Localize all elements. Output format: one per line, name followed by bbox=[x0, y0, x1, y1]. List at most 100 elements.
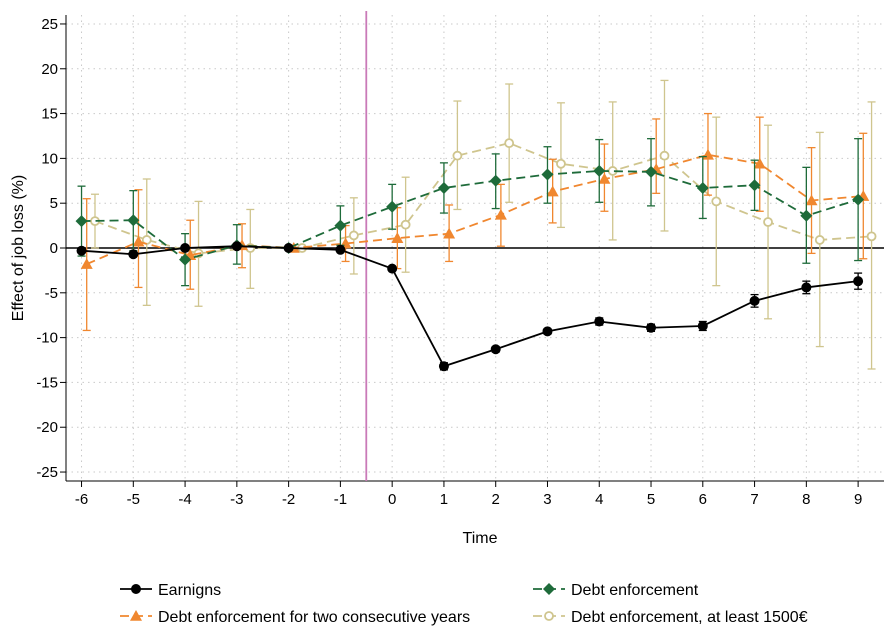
y-tick-label: -5 bbox=[45, 285, 58, 302]
grid-layer bbox=[66, 15, 884, 481]
legend-label: Debt enforcement bbox=[571, 582, 699, 599]
data-point bbox=[853, 276, 864, 287]
series-line bbox=[81, 245, 859, 368]
legend-marker bbox=[543, 583, 555, 595]
series-3 bbox=[90, 79, 877, 370]
data-point bbox=[852, 193, 865, 206]
data-point bbox=[645, 165, 658, 178]
y-tick-label: -25 bbox=[36, 464, 58, 481]
data-point bbox=[749, 295, 760, 306]
data-point bbox=[801, 282, 812, 293]
legend-label: Debt enforcement for two consecutive yea… bbox=[158, 609, 470, 626]
y-tick-label: 25 bbox=[41, 16, 58, 33]
series-0 bbox=[76, 241, 864, 372]
y-tick-label: 0 bbox=[50, 240, 58, 257]
data-point bbox=[659, 150, 670, 161]
y-tick-label: -20 bbox=[36, 419, 58, 436]
x-tick-label: -5 bbox=[127, 491, 140, 508]
data-point bbox=[696, 181, 709, 194]
series-layer bbox=[75, 79, 877, 372]
data-point bbox=[701, 148, 714, 160]
data-point bbox=[387, 263, 398, 274]
data-point bbox=[800, 209, 813, 222]
data-point bbox=[598, 172, 611, 184]
data-point bbox=[646, 322, 657, 333]
y-tick-label: 20 bbox=[41, 61, 58, 78]
x-tick-label: 0 bbox=[388, 491, 396, 508]
x-axis-title: Time bbox=[463, 530, 498, 547]
x-tick-label: 1 bbox=[440, 491, 448, 508]
legend-marker bbox=[131, 584, 141, 594]
data-point bbox=[283, 243, 294, 253]
data-point bbox=[80, 258, 93, 269]
data-point bbox=[438, 361, 449, 372]
data-point bbox=[452, 150, 463, 161]
x-tick-label: -4 bbox=[178, 491, 191, 508]
data-point bbox=[334, 219, 347, 232]
data-point bbox=[542, 326, 553, 337]
data-point bbox=[335, 244, 346, 255]
x-tick-label: 7 bbox=[750, 491, 758, 508]
data-point bbox=[348, 230, 359, 241]
x-axis: -6 -5 -4 -3 -2 -1 0 1 2 3 4 5 6 7 8 9 bbox=[66, 480, 884, 508]
data-point bbox=[180, 243, 191, 253]
y-tick-label: 10 bbox=[41, 150, 58, 167]
data-point bbox=[127, 214, 140, 227]
data-point bbox=[546, 185, 559, 197]
data-point bbox=[437, 181, 450, 194]
legend-item-3: Debt enforcement, at least 1500€ bbox=[533, 609, 808, 626]
x-tick-label: -1 bbox=[334, 491, 347, 508]
data-point bbox=[179, 253, 192, 266]
data-point bbox=[490, 344, 501, 355]
x-tick-label: -6 bbox=[75, 491, 88, 508]
data-point bbox=[805, 194, 818, 206]
legend-item-1: Debt enforcement for two consecutive yea… bbox=[120, 609, 470, 626]
y-axis: 25 20 15 10 5 0 -5 -10 -15 -20 -25 bbox=[36, 15, 67, 481]
data-point bbox=[494, 208, 507, 220]
legend: Earnigns Debt enforcement for two consecu… bbox=[120, 582, 808, 626]
data-point bbox=[128, 249, 139, 260]
data-point bbox=[594, 316, 605, 327]
data-point bbox=[711, 196, 722, 207]
x-tick-label: -3 bbox=[230, 491, 243, 508]
y-tick-label: -15 bbox=[36, 374, 58, 391]
y-tick-label: 5 bbox=[50, 195, 58, 212]
legend-item-0: Earnigns bbox=[120, 582, 221, 599]
data-point bbox=[504, 138, 515, 149]
x-tick-label: 8 bbox=[802, 491, 810, 508]
x-tick-label: 2 bbox=[492, 491, 500, 508]
data-point bbox=[443, 227, 456, 239]
data-point bbox=[763, 217, 773, 227]
data-point bbox=[541, 168, 554, 181]
data-point bbox=[391, 232, 404, 243]
y-axis-title: Effect of job loss (%) bbox=[10, 175, 27, 321]
x-tick-label: 4 bbox=[595, 491, 603, 508]
data-point bbox=[400, 219, 411, 230]
data-point bbox=[814, 235, 825, 245]
y-tick-label: 15 bbox=[41, 106, 58, 123]
data-point bbox=[593, 164, 606, 177]
legend-label: Debt enforcement, at least 1500€ bbox=[571, 609, 808, 626]
data-point bbox=[132, 235, 145, 247]
data-point bbox=[866, 231, 877, 242]
legend-marker bbox=[544, 611, 554, 621]
x-tick-label: 5 bbox=[647, 491, 655, 508]
x-tick-label: -2 bbox=[282, 491, 295, 508]
legend-item-2: Debt enforcement bbox=[533, 582, 699, 599]
x-tick-label: 6 bbox=[699, 491, 707, 508]
data-point bbox=[748, 179, 761, 192]
data-point bbox=[75, 215, 88, 228]
data-point bbox=[556, 158, 566, 169]
series-line bbox=[94, 142, 872, 255]
data-point bbox=[489, 174, 502, 187]
x-tick-label: 3 bbox=[543, 491, 551, 508]
x-tick-label: 9 bbox=[854, 491, 862, 508]
data-point bbox=[697, 320, 708, 331]
data-point bbox=[76, 245, 87, 256]
legend-label: Earnigns bbox=[158, 582, 221, 599]
legend-marker bbox=[130, 610, 142, 621]
data-point bbox=[753, 157, 766, 169]
data-point bbox=[386, 200, 399, 213]
y-tick-label: -10 bbox=[36, 330, 58, 347]
